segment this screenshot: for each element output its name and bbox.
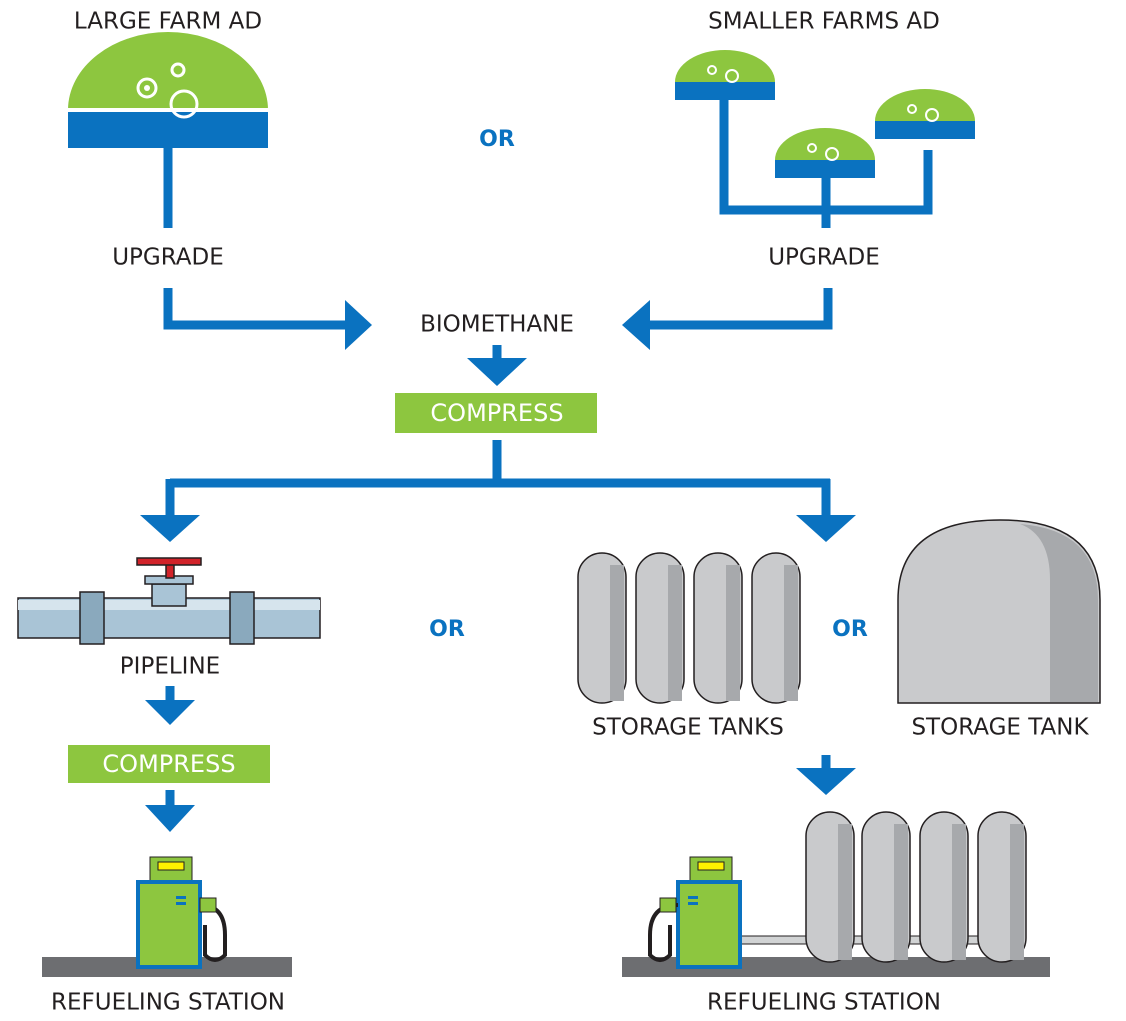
large-digester: [68, 32, 268, 148]
or-label: OR: [832, 617, 868, 642]
biomethane-diagram: LARGE FARM AD SMALLER FARMS AD OR UPGRAD…: [0, 0, 1126, 1021]
source-label: SMALLER FARMS AD: [708, 9, 940, 35]
station-label: REFUELING STATION: [51, 990, 285, 1016]
pipeline-icon: [18, 558, 320, 644]
refueling-station-icon: [622, 812, 1050, 977]
step-label: PIPELINE: [120, 654, 220, 680]
storage-tanks-icon: [578, 553, 800, 703]
compress-label: COMPRESS: [102, 750, 235, 778]
step-label: STORAGE TANK: [911, 715, 1089, 741]
step-label: UPGRADE: [112, 245, 224, 271]
compress-label: COMPRESS: [430, 399, 563, 427]
step-label: STORAGE TANKS: [592, 715, 784, 741]
or-label: OR: [479, 127, 515, 152]
source-label: LARGE FARM AD: [74, 9, 262, 35]
or-label: OR: [429, 617, 465, 642]
refueling-station-icon: [42, 857, 292, 977]
flow-lines: [140, 100, 928, 832]
step-label: BIOMETHANE: [420, 312, 574, 338]
storage-tank-icon: [898, 520, 1100, 703]
step-label: UPGRADE: [768, 245, 880, 271]
station-label: REFUELING STATION: [707, 990, 941, 1016]
